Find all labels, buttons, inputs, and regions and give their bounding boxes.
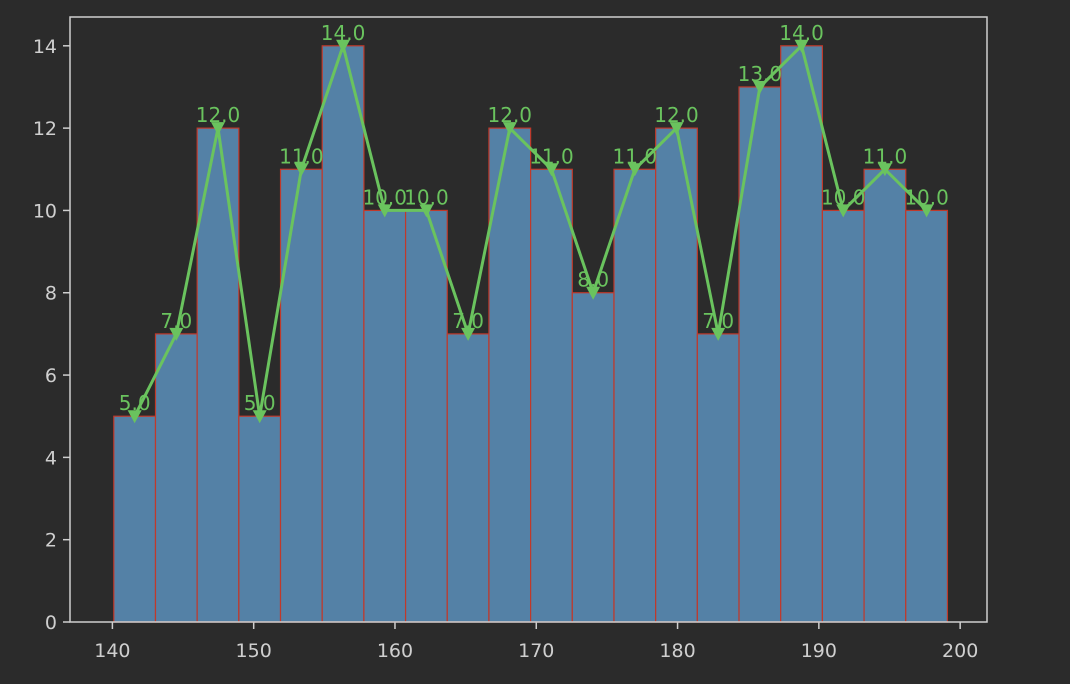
marker bbox=[919, 204, 934, 218]
bar bbox=[154, 333, 198, 623]
value-label: 12.0 bbox=[488, 103, 533, 127]
bar bbox=[238, 415, 282, 623]
marker bbox=[211, 122, 226, 136]
bar bbox=[113, 415, 157, 623]
bar bbox=[571, 292, 615, 623]
value-label: 12.0 bbox=[196, 103, 241, 127]
bar bbox=[404, 209, 448, 623]
value-label: 14.0 bbox=[779, 21, 824, 45]
marker bbox=[836, 204, 851, 218]
marker bbox=[169, 327, 184, 341]
value-label: 11.0 bbox=[613, 144, 658, 168]
x-tick-label: 160 bbox=[377, 640, 413, 662]
value-label: 11.0 bbox=[279, 144, 324, 168]
value-label: 10.0 bbox=[821, 185, 866, 209]
y-tick-label: 14 bbox=[33, 36, 57, 58]
x-tick-label: 170 bbox=[518, 640, 554, 662]
x-tick-label: 180 bbox=[659, 640, 695, 662]
value-label: 7.0 bbox=[452, 309, 484, 333]
y-tick-label: 6 bbox=[45, 365, 57, 387]
value-label: 11.0 bbox=[863, 144, 908, 168]
x-tick-label: 150 bbox=[236, 640, 272, 662]
bar bbox=[321, 45, 365, 623]
bar bbox=[446, 333, 490, 623]
value-label: 10.0 bbox=[362, 185, 407, 209]
marker bbox=[377, 204, 392, 218]
marker bbox=[461, 327, 476, 341]
bar bbox=[530, 168, 573, 623]
bar bbox=[613, 168, 657, 623]
y-tick-label: 4 bbox=[45, 447, 57, 469]
y-tick-label: 12 bbox=[33, 118, 57, 140]
bar bbox=[696, 333, 740, 623]
y-tick-label: 0 bbox=[45, 612, 57, 634]
marker bbox=[294, 163, 309, 177]
x-tick-label: 190 bbox=[801, 640, 837, 662]
x-tick-label: 140 bbox=[94, 640, 130, 662]
y-tick-label: 2 bbox=[45, 530, 57, 552]
value-label: 8.0 bbox=[577, 268, 609, 292]
marker bbox=[419, 204, 434, 218]
bar bbox=[279, 168, 323, 623]
x-tick-label: 200 bbox=[942, 640, 978, 662]
value-label: 12.0 bbox=[654, 103, 699, 127]
marker bbox=[502, 122, 517, 136]
marker bbox=[669, 122, 684, 136]
bar bbox=[863, 168, 907, 623]
value-label: 14.0 bbox=[321, 21, 366, 45]
marker bbox=[877, 163, 892, 177]
y-tick-label: 10 bbox=[33, 200, 57, 222]
value-label: 7.0 bbox=[702, 309, 734, 333]
value-label: 13.0 bbox=[738, 62, 783, 86]
marker bbox=[544, 163, 559, 177]
marker bbox=[752, 80, 767, 94]
bar bbox=[905, 209, 949, 623]
marker bbox=[586, 286, 601, 300]
marker bbox=[711, 327, 726, 341]
line bbox=[133, 40, 928, 417]
marker bbox=[127, 410, 142, 424]
plot-frame bbox=[69, 16, 988, 623]
marker bbox=[794, 39, 809, 53]
bar bbox=[363, 209, 407, 623]
marker bbox=[627, 163, 642, 177]
value-label: 10.0 bbox=[404, 185, 449, 209]
value-label: 5.0 bbox=[244, 391, 276, 415]
bar bbox=[780, 45, 823, 623]
marker bbox=[252, 410, 267, 424]
y-tick-label: 8 bbox=[45, 283, 57, 305]
marker bbox=[336, 39, 351, 53]
value-label: 10.0 bbox=[904, 185, 949, 209]
value-label: 11.0 bbox=[529, 144, 574, 168]
bar bbox=[655, 127, 698, 623]
value-label: 7.0 bbox=[160, 309, 192, 333]
value-label: 5.0 bbox=[119, 391, 151, 415]
bar bbox=[196, 127, 240, 623]
bar bbox=[821, 209, 865, 623]
